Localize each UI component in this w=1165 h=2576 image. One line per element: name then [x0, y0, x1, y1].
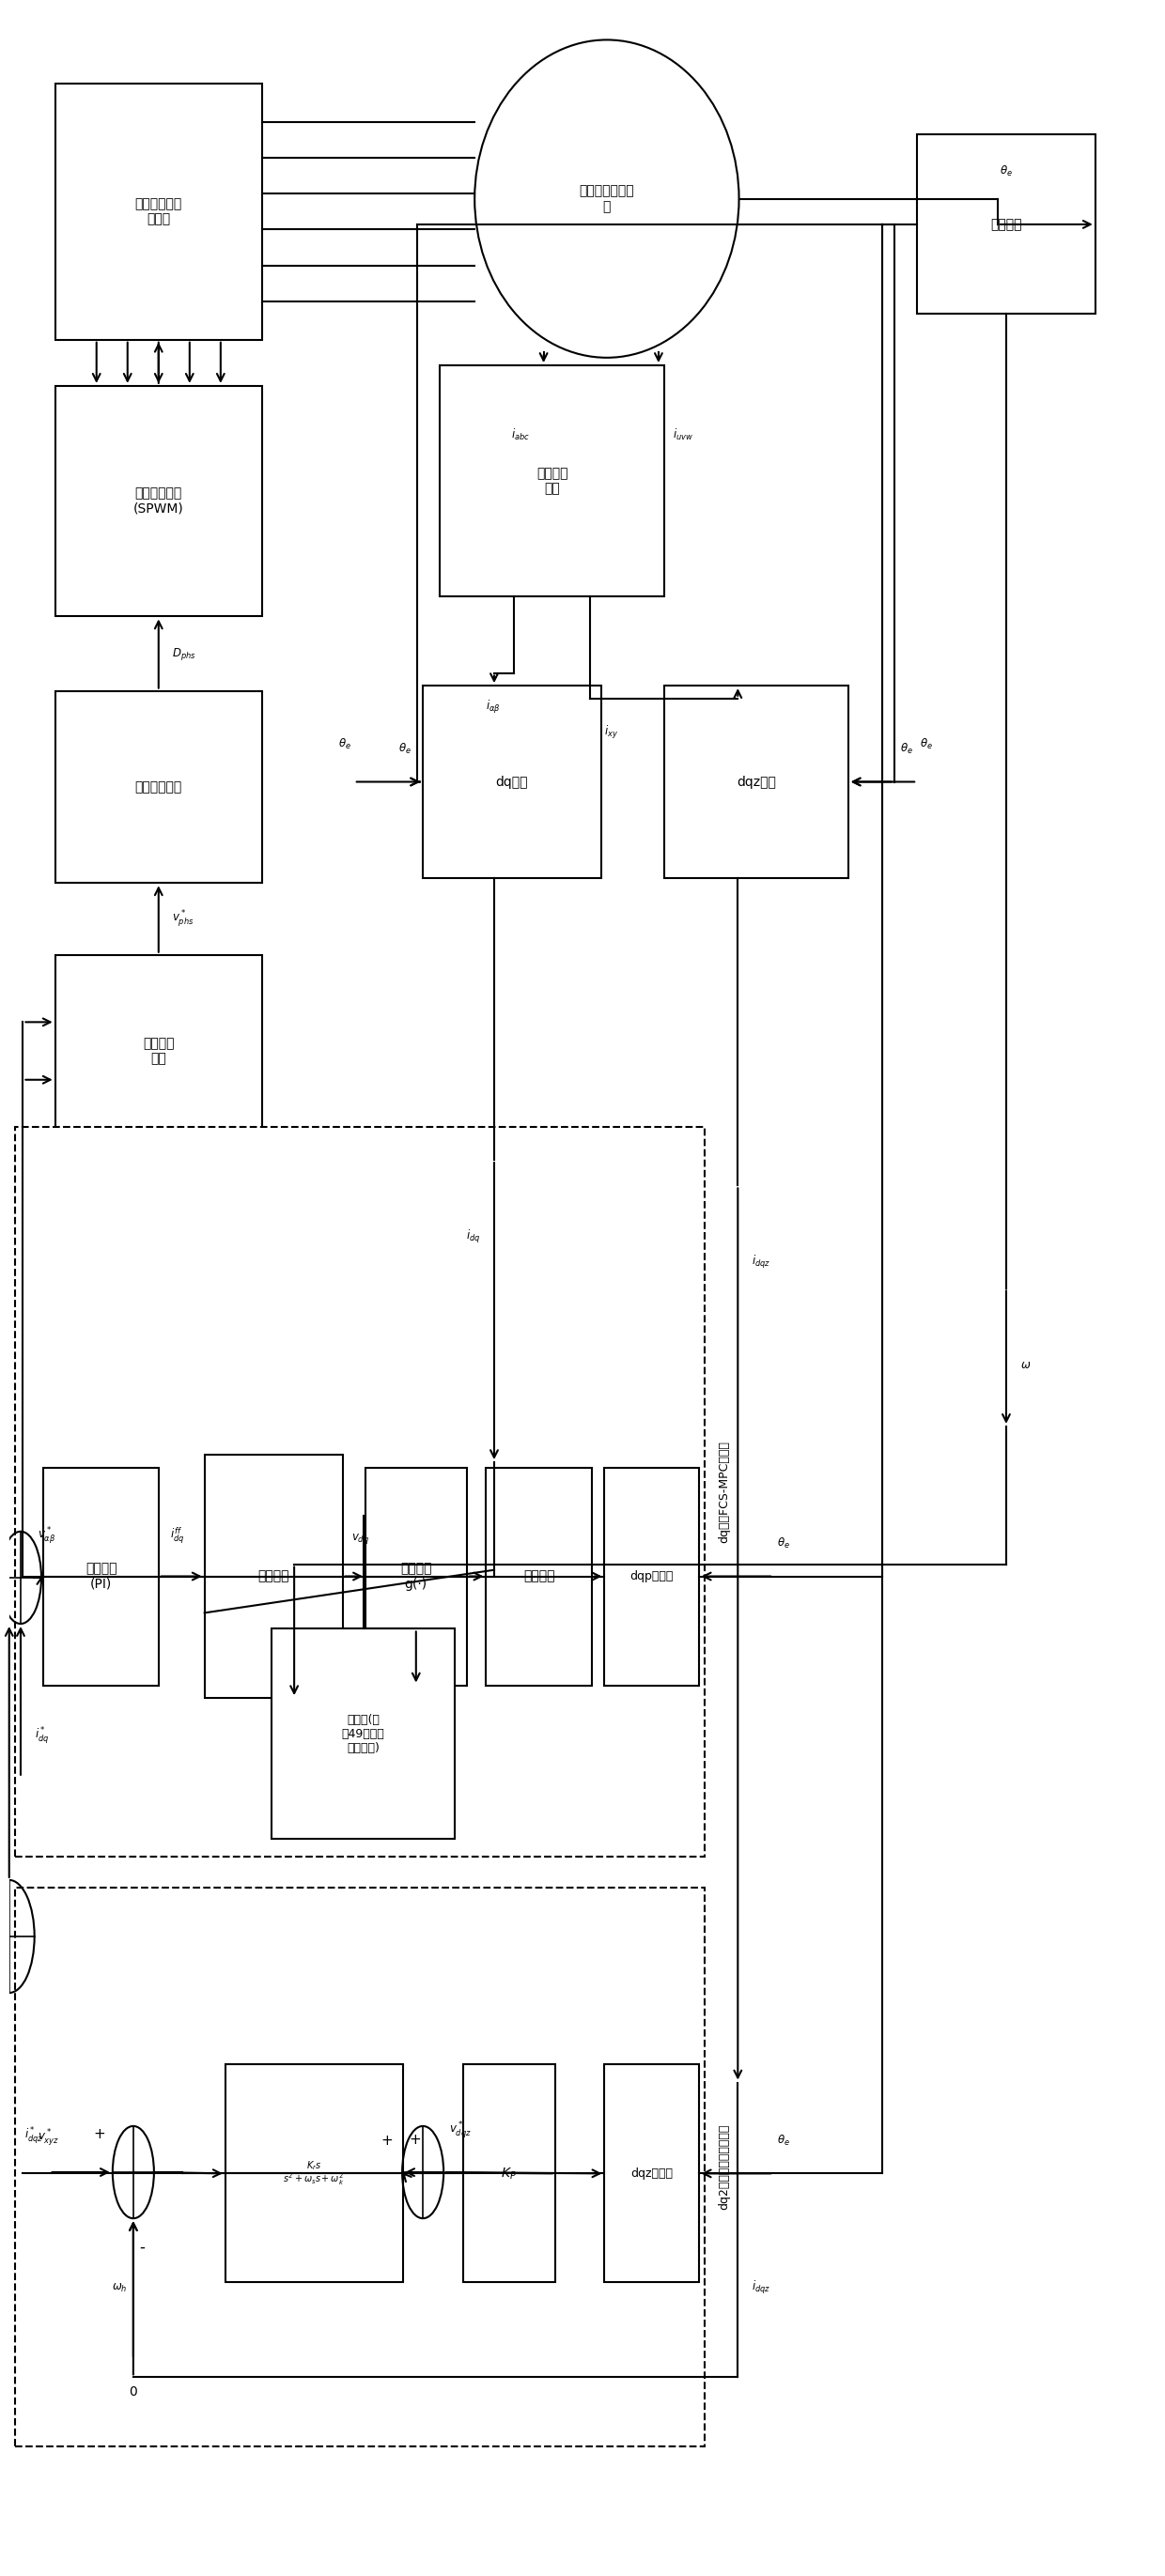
Text: 空间矢量
解耦: 空间矢量 解耦 [536, 466, 569, 495]
FancyBboxPatch shape [15, 1888, 705, 2447]
Text: $i_{xy}$: $i_{xy}$ [605, 724, 619, 742]
Text: $i_{abc}$: $i_{abc}$ [511, 428, 530, 443]
Text: dq电流FCS-MPC控制器: dq电流FCS-MPC控制器 [719, 1440, 730, 1543]
FancyBboxPatch shape [366, 1468, 467, 1685]
Text: 预测模型: 预测模型 [257, 1569, 289, 1582]
Text: $K_P$: $K_P$ [501, 2166, 517, 2182]
Text: -: - [139, 2239, 144, 2257]
Text: $i^{ff}_{dq}$: $i^{ff}_{dq}$ [170, 1525, 184, 1546]
Text: $\frac{K_r s}{s^2+\omega_s s+\omega_k^2}$: $\frac{K_r s}{s^2+\omega_s s+\omega_k^2}… [283, 2159, 345, 2187]
FancyBboxPatch shape [664, 685, 848, 878]
Text: $\omega_h$: $\omega_h$ [112, 2282, 127, 2295]
Text: 最小代价: 最小代价 [523, 1569, 555, 1582]
Text: $\theta_e$: $\theta_e$ [1000, 165, 1012, 178]
Text: $i_{dqz}$: $i_{dqz}$ [751, 2280, 770, 2295]
FancyBboxPatch shape [440, 366, 664, 595]
FancyBboxPatch shape [423, 685, 601, 878]
Text: 0: 0 [129, 2385, 137, 2398]
Text: 六相永磁同步电
机: 六相永磁同步电 机 [579, 185, 634, 214]
Text: 代价函数
g(·): 代价函数 g(·) [401, 1561, 432, 1589]
Text: 控制信号生成: 控制信号生成 [135, 781, 182, 793]
Text: $i_{\alpha\beta}$: $i_{\alpha\beta}$ [486, 698, 500, 716]
FancyBboxPatch shape [486, 1468, 592, 1685]
Text: dq2电流比例谐波控制器: dq2电流比例谐波控制器 [719, 2125, 730, 2210]
FancyBboxPatch shape [15, 1126, 705, 1857]
Text: $i^*_{dq}$: $i^*_{dq}$ [35, 1726, 49, 1747]
Text: $i_{uvw}$: $i_{uvw}$ [672, 428, 693, 443]
Text: 比例积分
(PI): 比例积分 (PI) [85, 1561, 116, 1589]
Text: 正弦脉宽调制
(SPWM): 正弦脉宽调制 (SPWM) [133, 487, 184, 515]
Text: 微分运算: 微分运算 [990, 219, 1022, 232]
FancyBboxPatch shape [605, 2063, 699, 2282]
Text: $v^*_{dqz}$: $v^*_{dqz}$ [450, 2120, 472, 2141]
FancyBboxPatch shape [55, 690, 262, 884]
Text: $v^*_{phs}$: $v^*_{phs}$ [172, 909, 195, 930]
Text: $\theta_e$: $\theta_e$ [777, 2133, 790, 2148]
Text: $\theta_e$: $\theta_e$ [777, 1535, 790, 1551]
Text: $D_{phs}$: $D_{phs}$ [172, 647, 197, 662]
Text: $i^*_{dqz}$: $i^*_{dqz}$ [24, 2125, 43, 2146]
Text: 空间矢量
耦合: 空间矢量 耦合 [143, 1036, 175, 1064]
FancyBboxPatch shape [225, 2063, 403, 2282]
Text: dqz逆变换: dqz逆变换 [630, 2166, 672, 2179]
FancyBboxPatch shape [271, 1628, 456, 1839]
Text: $v^*_{\alpha\beta}$: $v^*_{\alpha\beta}$ [38, 1525, 56, 1546]
Text: $\theta_e$: $\theta_e$ [339, 737, 352, 752]
Text: $v_{dq}$: $v_{dq}$ [352, 1533, 369, 1546]
FancyBboxPatch shape [205, 1455, 343, 1698]
Text: $\theta_e$: $\theta_e$ [899, 742, 913, 757]
Text: 控制集(包
含49个独立
电压分量): 控制集(包 含49个独立 电压分量) [341, 1713, 384, 1754]
Text: +: + [381, 2133, 393, 2148]
Text: +: + [409, 2133, 421, 2146]
Text: $i_{dqz}$: $i_{dqz}$ [751, 1255, 770, 1270]
Text: +: + [93, 2128, 106, 2141]
FancyBboxPatch shape [43, 1468, 158, 1685]
FancyBboxPatch shape [605, 1468, 699, 1685]
Text: 两套电压源型
逆变器: 两套电压源型 逆变器 [135, 198, 182, 227]
Text: dqp逆变换: dqp逆变换 [630, 1571, 673, 1582]
Text: $\theta_e$: $\theta_e$ [398, 742, 411, 757]
FancyBboxPatch shape [464, 2063, 555, 2282]
Text: dq变换: dq变换 [496, 775, 528, 788]
FancyBboxPatch shape [55, 956, 262, 1146]
FancyBboxPatch shape [55, 386, 262, 616]
FancyBboxPatch shape [917, 134, 1095, 314]
Text: $\omega$: $\omega$ [1021, 1358, 1031, 1370]
Text: dqz变换: dqz变换 [736, 775, 776, 788]
Text: $i_{dq}$: $i_{dq}$ [466, 1229, 480, 1244]
FancyBboxPatch shape [55, 82, 262, 340]
Text: $\theta_e$: $\theta_e$ [919, 737, 932, 752]
Text: $v^*_{xyz}$: $v^*_{xyz}$ [38, 2128, 59, 2148]
